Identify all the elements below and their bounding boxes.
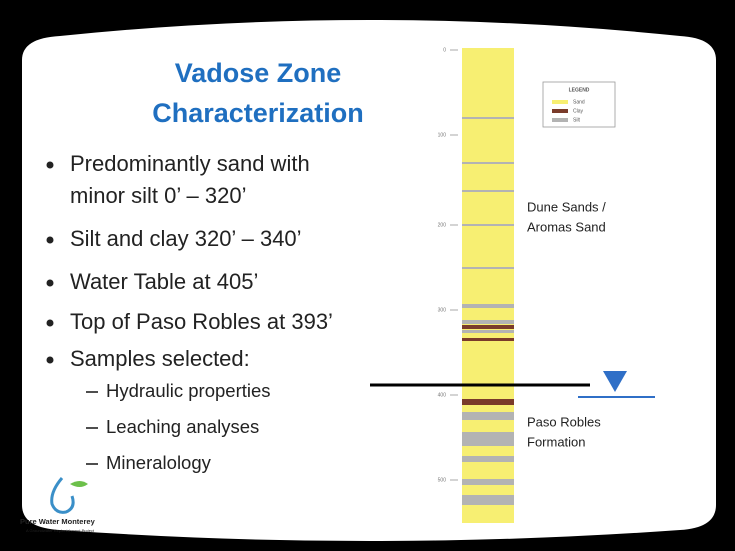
sub-bullet-text: Mineralology bbox=[106, 452, 212, 473]
title: Vadose Zone bbox=[175, 58, 342, 88]
bullet-text: Predominantly sand with bbox=[70, 151, 310, 176]
bullet-text: Samples selected: bbox=[70, 346, 250, 371]
unit-label: Dune Sands / bbox=[527, 199, 606, 214]
bullet-dot bbox=[46, 236, 54, 244]
legend bbox=[542, 81, 616, 128]
depth-label: 100 bbox=[438, 132, 447, 138]
legend-item: Clay bbox=[573, 108, 584, 114]
logo bbox=[50, 477, 88, 514]
bullet-dot bbox=[46, 279, 54, 287]
unit-label: Paso Robles bbox=[527, 414, 601, 429]
depth-ticks bbox=[450, 49, 458, 481]
bullet-dot bbox=[46, 356, 54, 364]
logo-name: Pure Water Monterey bbox=[20, 517, 96, 526]
depth-label: 500 bbox=[438, 477, 447, 483]
bullet-text: Water Table at 405’ bbox=[70, 269, 258, 294]
slide-background bbox=[22, 20, 716, 541]
legend-title: LEGEND bbox=[569, 87, 590, 93]
silt-layers bbox=[462, 117, 514, 505]
bullet-dot bbox=[46, 161, 54, 169]
sand bbox=[462, 48, 514, 523]
bullet-dot bbox=[46, 319, 54, 327]
depth-label: 400 bbox=[438, 392, 447, 398]
water-table bbox=[370, 371, 655, 398]
bullet-text: Silt and clay 320’ – 340’ bbox=[70, 226, 302, 251]
depth-label: 200 bbox=[438, 222, 447, 228]
bullet-text: minor silt 0’ – 320’ bbox=[70, 183, 246, 208]
unit-label: Formation bbox=[527, 434, 586, 449]
title: Characterization bbox=[152, 98, 364, 128]
boring-log bbox=[450, 48, 514, 523]
legend-item: Silt bbox=[573, 117, 581, 123]
sub-bullet-text: Leaching analyses bbox=[106, 416, 259, 437]
sub-bullet-text: Hydraulic properties bbox=[106, 380, 271, 401]
logo-tagline: A Groundwater Replenishment Project bbox=[26, 528, 95, 533]
legend-item: Sand bbox=[573, 99, 585, 105]
unit-label: Aromas Sand bbox=[527, 219, 606, 234]
bullet-text: Top of Paso Robles at 393’ bbox=[70, 309, 333, 334]
depth-label: 300 bbox=[438, 307, 447, 313]
depth-label: 0 bbox=[443, 47, 446, 53]
clay-layers bbox=[462, 325, 514, 405]
